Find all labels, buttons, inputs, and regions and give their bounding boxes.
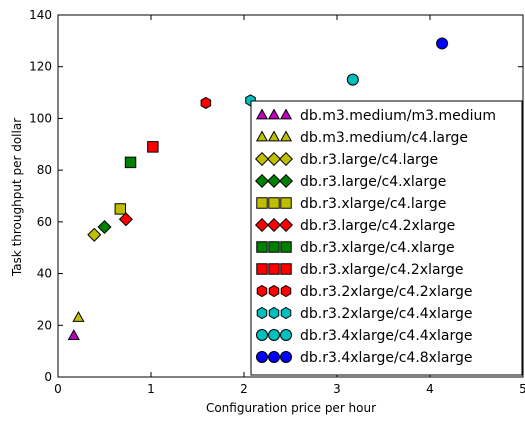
y-tick-label: 20 (37, 318, 52, 332)
y-tick-label: 140 (29, 8, 52, 22)
legend-marker (254, 151, 270, 167)
data-point (124, 156, 137, 169)
legend-marker (280, 241, 292, 253)
x-tick-label: 4 (426, 382, 434, 396)
legend-marker (280, 284, 292, 298)
legend-marker (268, 306, 280, 320)
legend-label: db.m3.medium/m3.medium (300, 108, 496, 124)
legend-marker (268, 351, 280, 363)
legend: db.m3.medium/m3.medium db.m3.medium/c4.la… (250, 100, 523, 376)
legend-marker (256, 263, 268, 275)
legend-marker (268, 329, 280, 341)
legend-marker (278, 217, 294, 233)
x-tick-label: 3 (333, 382, 341, 396)
data-point (67, 329, 80, 340)
data-point (147, 141, 159, 153)
data-point (72, 311, 85, 322)
y-tick-label: 120 (29, 60, 52, 74)
legend-marker (280, 197, 292, 209)
legend-marker (254, 217, 270, 233)
legend-label: db.r3.xlarge/c4.large (300, 196, 446, 212)
legend-marker (280, 306, 292, 320)
legend-box (250, 100, 523, 376)
legend-marker (278, 173, 294, 189)
legend-marker (255, 108, 269, 120)
legend-marker (255, 130, 269, 142)
y-tick-label: 100 (29, 111, 52, 125)
legend-marker (256, 329, 268, 341)
legend-marker (278, 151, 294, 167)
legend-marker (266, 173, 282, 189)
legend-label: db.m3.medium/c4.large (300, 130, 468, 146)
y-tick-label: 0 (44, 370, 52, 384)
data-points (67, 37, 449, 340)
y-tick-label: 80 (37, 163, 52, 177)
x-tick-label: 0 (54, 382, 62, 396)
data-point (346, 73, 359, 86)
legend-marker (280, 351, 292, 363)
legend-marker (256, 351, 268, 363)
x-axis-label: Configuration price per hour (206, 401, 376, 415)
legend-label: db.r3.large/c4.xlarge (300, 174, 446, 190)
data-point (114, 203, 127, 215)
legend-label: db.r3.large/c4.large (300, 152, 438, 168)
y-axis-label: Task throughput per dollar (10, 118, 24, 277)
legend-marker (267, 130, 281, 142)
legend-marker (268, 284, 280, 298)
y-tick-label: 60 (37, 215, 52, 229)
legend-marker (280, 329, 292, 341)
legend-marker (266, 151, 282, 167)
data-point (436, 37, 449, 50)
legend-marker (256, 241, 268, 253)
legend-marker (256, 197, 268, 209)
legend-marker (267, 108, 281, 120)
legend-marker (254, 173, 270, 189)
plot-frame (57, 14, 524, 378)
legend-label: db.r3.4xlarge/c4.4xlarge (300, 328, 472, 344)
legend-marker (268, 197, 280, 209)
legend-label: db.r3.2xlarge/c4.4xlarge (300, 306, 472, 322)
legend-label: db.r3.xlarge/c4.2xlarge (300, 262, 464, 278)
x-tick-label: 5 (519, 382, 525, 396)
legend-marker (279, 130, 293, 142)
y-tick-label: 40 (37, 267, 52, 281)
legend-label: db.r3.xlarge/c4.xlarge (300, 240, 455, 256)
data-point (87, 227, 102, 242)
data-point (97, 219, 112, 235)
legend-marker (256, 284, 268, 298)
legend-marker (279, 108, 293, 120)
legend-marker (266, 217, 282, 233)
legend-label: db.r3.4xlarge/c4.8xlarge (300, 350, 472, 366)
legend-marker (268, 241, 280, 253)
data-point (118, 212, 133, 227)
x-tick-label: 1 (147, 382, 155, 396)
legend-marker (256, 306, 268, 320)
data-point (200, 96, 212, 109)
x-tick-label: 2 (240, 382, 248, 396)
legend-marker (280, 263, 292, 275)
legend-marker (268, 263, 280, 275)
legend-label: db.r3.large/c4.2xlarge (300, 218, 455, 234)
legend-label: db.r3.2xlarge/c4.2xlarge (300, 284, 472, 300)
